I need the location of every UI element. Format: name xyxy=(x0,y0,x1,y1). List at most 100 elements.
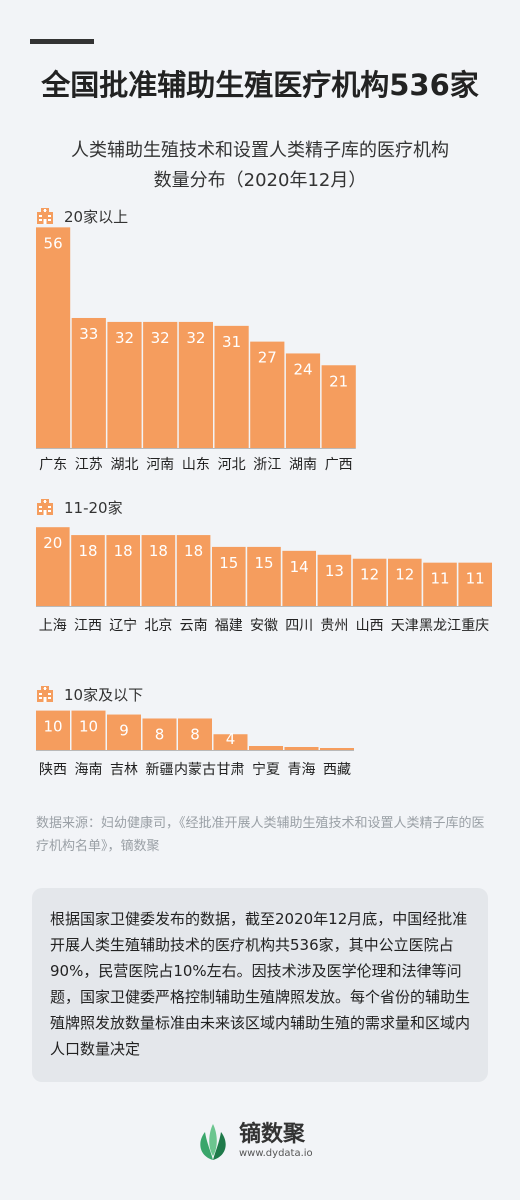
leaf-logo-icon xyxy=(200,1124,226,1160)
bar-value-label: 27 xyxy=(258,349,277,367)
bar-value-label: 10 xyxy=(79,718,98,736)
bar-山西 xyxy=(352,558,387,606)
category-label: 江西 xyxy=(74,618,102,634)
bar-湖北 xyxy=(107,321,142,448)
brand-logo: 镝数聚 www.dydata.io xyxy=(195,1118,313,1166)
bar-value-label: 8 xyxy=(190,725,200,743)
group-label-11-20: 11-20家 xyxy=(64,498,123,517)
bar-海南 xyxy=(71,710,106,750)
bar-重庆 xyxy=(458,562,492,606)
bar-浙江 xyxy=(250,341,285,448)
hospital-icon xyxy=(37,499,53,515)
category-label: 安徽 xyxy=(250,618,278,634)
category-label: 海南 xyxy=(75,762,103,778)
page-title: 全国批准辅助生殖医疗机构536家 xyxy=(41,68,479,102)
category-label: 浙江 xyxy=(253,457,281,473)
hospital-icon xyxy=(37,686,53,702)
category-label: 福建 xyxy=(215,618,243,634)
category-label: 湖北 xyxy=(111,457,139,473)
summary-panel: 根据国家卫健委发布的数据，截至2020年12月底，中国经批准开展人类生殖辅助技术… xyxy=(32,888,488,1082)
bar-value-label: 11 xyxy=(430,570,449,588)
category-label: 湖南 xyxy=(289,457,317,473)
bar-广东 xyxy=(36,227,71,448)
bar-value-label: 10 xyxy=(43,718,62,736)
category-label: 甘肃 xyxy=(217,762,245,778)
category-label: 青海 xyxy=(288,762,316,778)
category-label: 陕西 xyxy=(39,762,67,778)
category-label: 贵州 xyxy=(320,618,348,634)
category-label: 山西 xyxy=(356,618,384,634)
bar-吉林 xyxy=(107,714,141,750)
data-source-note: 数据来源：妇幼健康司，《经批准开展人类辅助生殖技术和设置人类精子库的医疗机构名单… xyxy=(36,816,485,854)
category-label: 河北 xyxy=(218,457,246,473)
bar-江苏 xyxy=(71,317,106,448)
bar-四川 xyxy=(282,550,316,606)
group-header-3: 10家及以下 xyxy=(36,684,143,704)
bar-湖南 xyxy=(285,353,321,448)
bar-value-label: 31 xyxy=(222,333,241,351)
bar-value-label: 21 xyxy=(329,372,348,390)
category-label: 广西 xyxy=(325,457,353,473)
bar-云南 xyxy=(176,535,211,606)
bar-value-label: 15 xyxy=(219,554,238,572)
category-label: 天津 xyxy=(391,618,419,634)
bar-chart-20-plus: 56 广东 33 江苏 32 湖北 32 河南 32 山东 31 河北 27 浙江 24 湖南 21 广西 xyxy=(36,227,356,473)
bar-黑龙江 xyxy=(423,562,457,606)
bar-value-label: 32 xyxy=(115,329,134,347)
bar-宁夏 xyxy=(249,746,283,750)
bar-上海 xyxy=(36,527,70,606)
bar-新疆 xyxy=(142,718,177,750)
bar-value-label: 56 xyxy=(44,234,63,252)
category-label: 北京 xyxy=(144,618,172,634)
bar-辽宁 xyxy=(106,535,140,606)
category-label: 黑龙江 xyxy=(419,618,461,634)
bar-value-label: 8 xyxy=(155,725,165,743)
bar-青海 xyxy=(284,747,319,750)
bar-山东 xyxy=(178,321,213,448)
bar-value-label: 32 xyxy=(186,329,205,347)
bar-甘肃 xyxy=(213,734,248,750)
title-accent-rule xyxy=(30,39,94,44)
bar-内蒙古 xyxy=(178,718,212,750)
bar-value-label: 18 xyxy=(78,542,97,560)
bar-chart-11-20: 20 上海 18 江西 18 辽宁 18 北京 18 云南 15 福建 15 安徽 14 四川 13 贵州 12 山西… xyxy=(36,527,492,634)
logo-name: 镝数聚 xyxy=(239,1122,306,1147)
bar-value-label: 12 xyxy=(395,566,414,584)
group-header-2: 11-20家 xyxy=(36,497,123,517)
bar-安徽 xyxy=(247,546,281,606)
bar-北京 xyxy=(141,535,176,606)
bar-chart-10-and-below: 10 陕西 10 海南 9 吉林 8 新疆 8 内蒙古 4 甘肃 宁夏 青海 西藏 xyxy=(36,710,354,778)
bar-河南 xyxy=(143,321,178,448)
hospital-icon xyxy=(37,208,53,224)
bar-value-label: 14 xyxy=(290,558,309,576)
category-label: 四川 xyxy=(285,618,313,634)
category-label: 广东 xyxy=(39,457,67,473)
bar-value-label: 9 xyxy=(119,722,129,740)
bar-value-label: 4 xyxy=(226,730,236,748)
bar-value-label: 24 xyxy=(293,360,312,378)
bar-贵州 xyxy=(317,554,352,606)
category-label: 江苏 xyxy=(75,457,103,473)
category-label: 河南 xyxy=(146,457,174,473)
summary-text: 根据国家卫健委发布的数据，截至2020年12月底，中国经批准开展人类生殖辅助技术… xyxy=(50,910,471,1058)
category-label: 宁夏 xyxy=(252,761,280,778)
bar-西藏 xyxy=(320,748,354,750)
category-label: 吉林 xyxy=(110,762,138,778)
group-label-10-and-below: 10家及以下 xyxy=(64,685,144,704)
bar-value-label: 20 xyxy=(43,534,62,552)
category-label: 内蒙古 xyxy=(174,762,216,778)
bar-value-label: 18 xyxy=(114,542,133,560)
bar-天津 xyxy=(388,558,422,606)
subtitle-line-1: 人类辅助生殖技术和设置人类精子库的医疗机构 xyxy=(71,140,449,161)
group-label-20-plus: 20家以上 xyxy=(64,207,129,226)
category-label: 新疆 xyxy=(146,762,174,778)
category-label: 辽宁 xyxy=(109,617,137,634)
bar-河北 xyxy=(214,325,249,448)
bar-value-label: 18 xyxy=(184,542,203,560)
category-label: 山东 xyxy=(182,457,210,473)
category-label: 云南 xyxy=(180,618,208,634)
logo-text-block: 镝数聚 www.dydata.io xyxy=(239,1123,313,1161)
bar-福建 xyxy=(212,546,246,606)
category-label: 西藏 xyxy=(323,762,351,778)
bar-陕西 xyxy=(36,710,70,750)
